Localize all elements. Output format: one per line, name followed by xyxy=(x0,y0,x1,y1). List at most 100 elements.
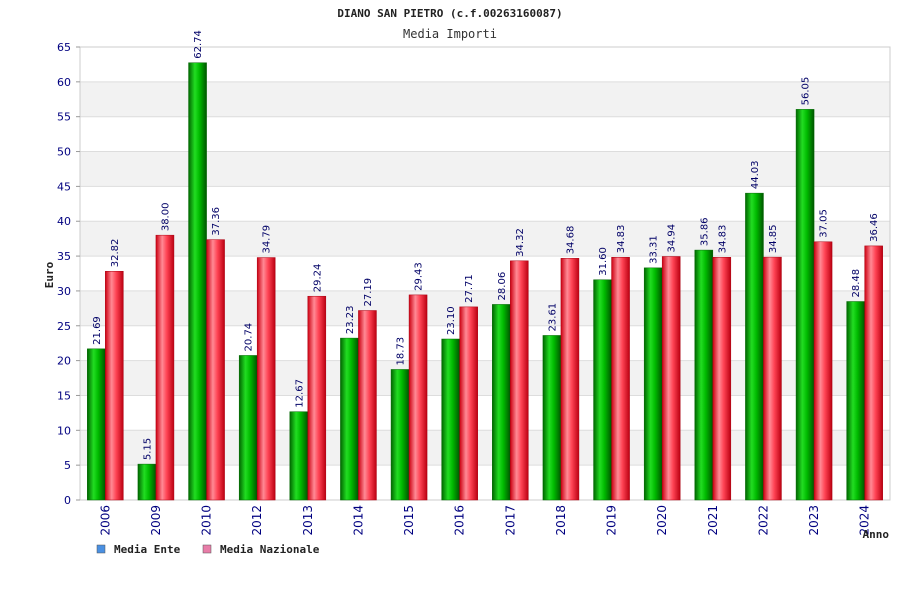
chart-subtitle: Media Importi xyxy=(403,27,497,41)
bar-media-nazionale xyxy=(105,271,124,501)
x-tick-label: 2022 xyxy=(756,505,770,536)
x-tick-label: 2014 xyxy=(351,505,365,536)
bar-value-label: 21.69 xyxy=(92,316,103,345)
bar-value-label: 36.46 xyxy=(869,213,880,242)
bar-media-nazionale xyxy=(611,257,630,501)
bar-value-label: 27.71 xyxy=(464,274,475,303)
x-tick-label: 2018 xyxy=(554,505,568,536)
bar-value-label: 32.82 xyxy=(110,239,121,268)
y-tick-label: 15 xyxy=(57,389,71,402)
x-tick-label: 2021 xyxy=(706,505,720,536)
x-tick-label: 2024 xyxy=(858,505,872,536)
bar-value-label: 34.83 xyxy=(616,225,627,254)
bar-value-label: 23.10 xyxy=(446,306,457,335)
bar-media-nazionale xyxy=(712,257,732,501)
y-tick-label: 65 xyxy=(57,41,71,54)
y-tick-label: 0 xyxy=(64,494,71,507)
bar-value-label: 34.32 xyxy=(515,228,526,257)
bar-media-ente xyxy=(137,463,157,501)
bar-value-label: 5.15 xyxy=(142,438,153,460)
bar-media-nazionale xyxy=(256,257,276,501)
bar-value-label: 28.06 xyxy=(497,272,508,301)
bar-value-label: 12.67 xyxy=(294,379,305,408)
bar-value-label: 28.48 xyxy=(851,269,862,298)
y-tick-label: 55 xyxy=(57,111,71,124)
bar-value-label: 56.05 xyxy=(801,77,812,106)
legend: Media Ente Media Nazionale xyxy=(96,543,320,556)
bar-value-label: 34.83 xyxy=(717,225,728,254)
grid-band xyxy=(80,81,890,117)
bar-value-label: 29.24 xyxy=(312,264,323,293)
bar-media-ente xyxy=(593,279,612,501)
x-tick-label: 2020 xyxy=(655,505,669,536)
bar-media-ente xyxy=(542,335,562,501)
y-tick-label: 20 xyxy=(57,355,71,368)
bar-media-ente xyxy=(694,249,714,501)
legend-label-media-ente: Media Ente xyxy=(114,543,181,556)
bar-media-ente xyxy=(441,338,460,501)
x-tick-label: 2013 xyxy=(301,505,315,536)
bar-media-ente xyxy=(289,411,309,501)
bar-media-nazionale xyxy=(510,260,529,501)
legend-swatch-media-nazionale xyxy=(202,544,212,554)
bar-value-label: 37.36 xyxy=(211,207,222,236)
x-axis: 2006 2009 2010 2012 2013 2014 2015 2016 2017 2018… xyxy=(98,505,871,536)
y-axis-label: Euro xyxy=(43,261,56,288)
bar-media-nazionale xyxy=(864,245,883,501)
y-tick-label: 5 xyxy=(64,459,71,472)
bar-value-label: 37.05 xyxy=(819,209,830,238)
plot-area xyxy=(79,46,891,501)
x-tick-label: 2019 xyxy=(605,505,619,536)
bar-media-ente xyxy=(87,348,106,501)
bar-media-nazionale xyxy=(307,295,327,501)
x-tick-label: 2017 xyxy=(503,505,517,536)
y-tick-label: 50 xyxy=(57,146,71,159)
bar-value-label: 38.00 xyxy=(160,203,171,232)
bar-value-label: 34.68 xyxy=(565,226,576,255)
y-tick-label: 60 xyxy=(57,76,71,89)
bar-media-nazionale xyxy=(358,310,377,501)
x-axis-label: Anno xyxy=(863,528,890,541)
grid-band xyxy=(80,151,890,187)
bar-value-label: 44.03 xyxy=(750,161,761,190)
y-tick-label: 25 xyxy=(57,320,71,333)
legend-swatch-media-ente xyxy=(96,544,106,554)
bar-media-nazionale xyxy=(813,241,833,501)
chart-title: DIANO SAN PIETRO (c.f.00263160087) xyxy=(337,7,562,20)
bar-value-label: 34.85 xyxy=(768,224,779,253)
x-tick-label: 2010 xyxy=(200,505,214,536)
y-tick-label: 45 xyxy=(57,180,71,193)
bar-media-nazionale xyxy=(763,256,782,501)
bar-media-ente xyxy=(795,109,815,501)
bar-media-nazionale xyxy=(155,234,175,501)
y-tick-label: 10 xyxy=(57,424,71,437)
bar-value-label: 62.74 xyxy=(193,30,204,59)
x-tick-label: 2023 xyxy=(807,505,821,536)
bar-media-nazionale xyxy=(560,258,580,501)
bar-media-ente xyxy=(745,192,764,501)
y-tick-label: 35 xyxy=(57,250,71,263)
legend-label-media-nazionale: Media Nazionale xyxy=(220,543,320,556)
bar-media-nazionale xyxy=(408,294,428,501)
x-tick-label: 2012 xyxy=(250,505,264,536)
x-tick-label: 2016 xyxy=(453,505,467,536)
bar-media-ente xyxy=(643,267,663,501)
bar-media-ente xyxy=(492,304,511,501)
bar-media-nazionale xyxy=(206,239,225,501)
bar-value-label: 34.79 xyxy=(262,225,273,254)
bar-media-ente xyxy=(390,369,410,501)
bar-value-label: 31.60 xyxy=(598,247,609,276)
bar-media-ente xyxy=(238,355,258,501)
bar-media-ente xyxy=(188,62,207,501)
bar-value-label: 18.73 xyxy=(396,337,407,366)
bar-value-label: 27.19 xyxy=(363,278,374,307)
bar-value-label: 23.61 xyxy=(547,303,558,332)
bar-value-label: 33.31 xyxy=(649,235,660,264)
bar-value-label: 34.94 xyxy=(667,224,678,253)
bar-value-label: 29.43 xyxy=(414,262,425,291)
x-tick-label: 2006 xyxy=(98,505,112,536)
y-tick-label: 40 xyxy=(57,215,71,228)
bars: 21.69 32.82 5.15 38.00 62.74 37.36 20.74 34.79 1… xyxy=(87,30,883,501)
y-axis: 0 5 10 15 20 25 30 35 40 45 50 55 60 65 xyxy=(57,41,80,507)
